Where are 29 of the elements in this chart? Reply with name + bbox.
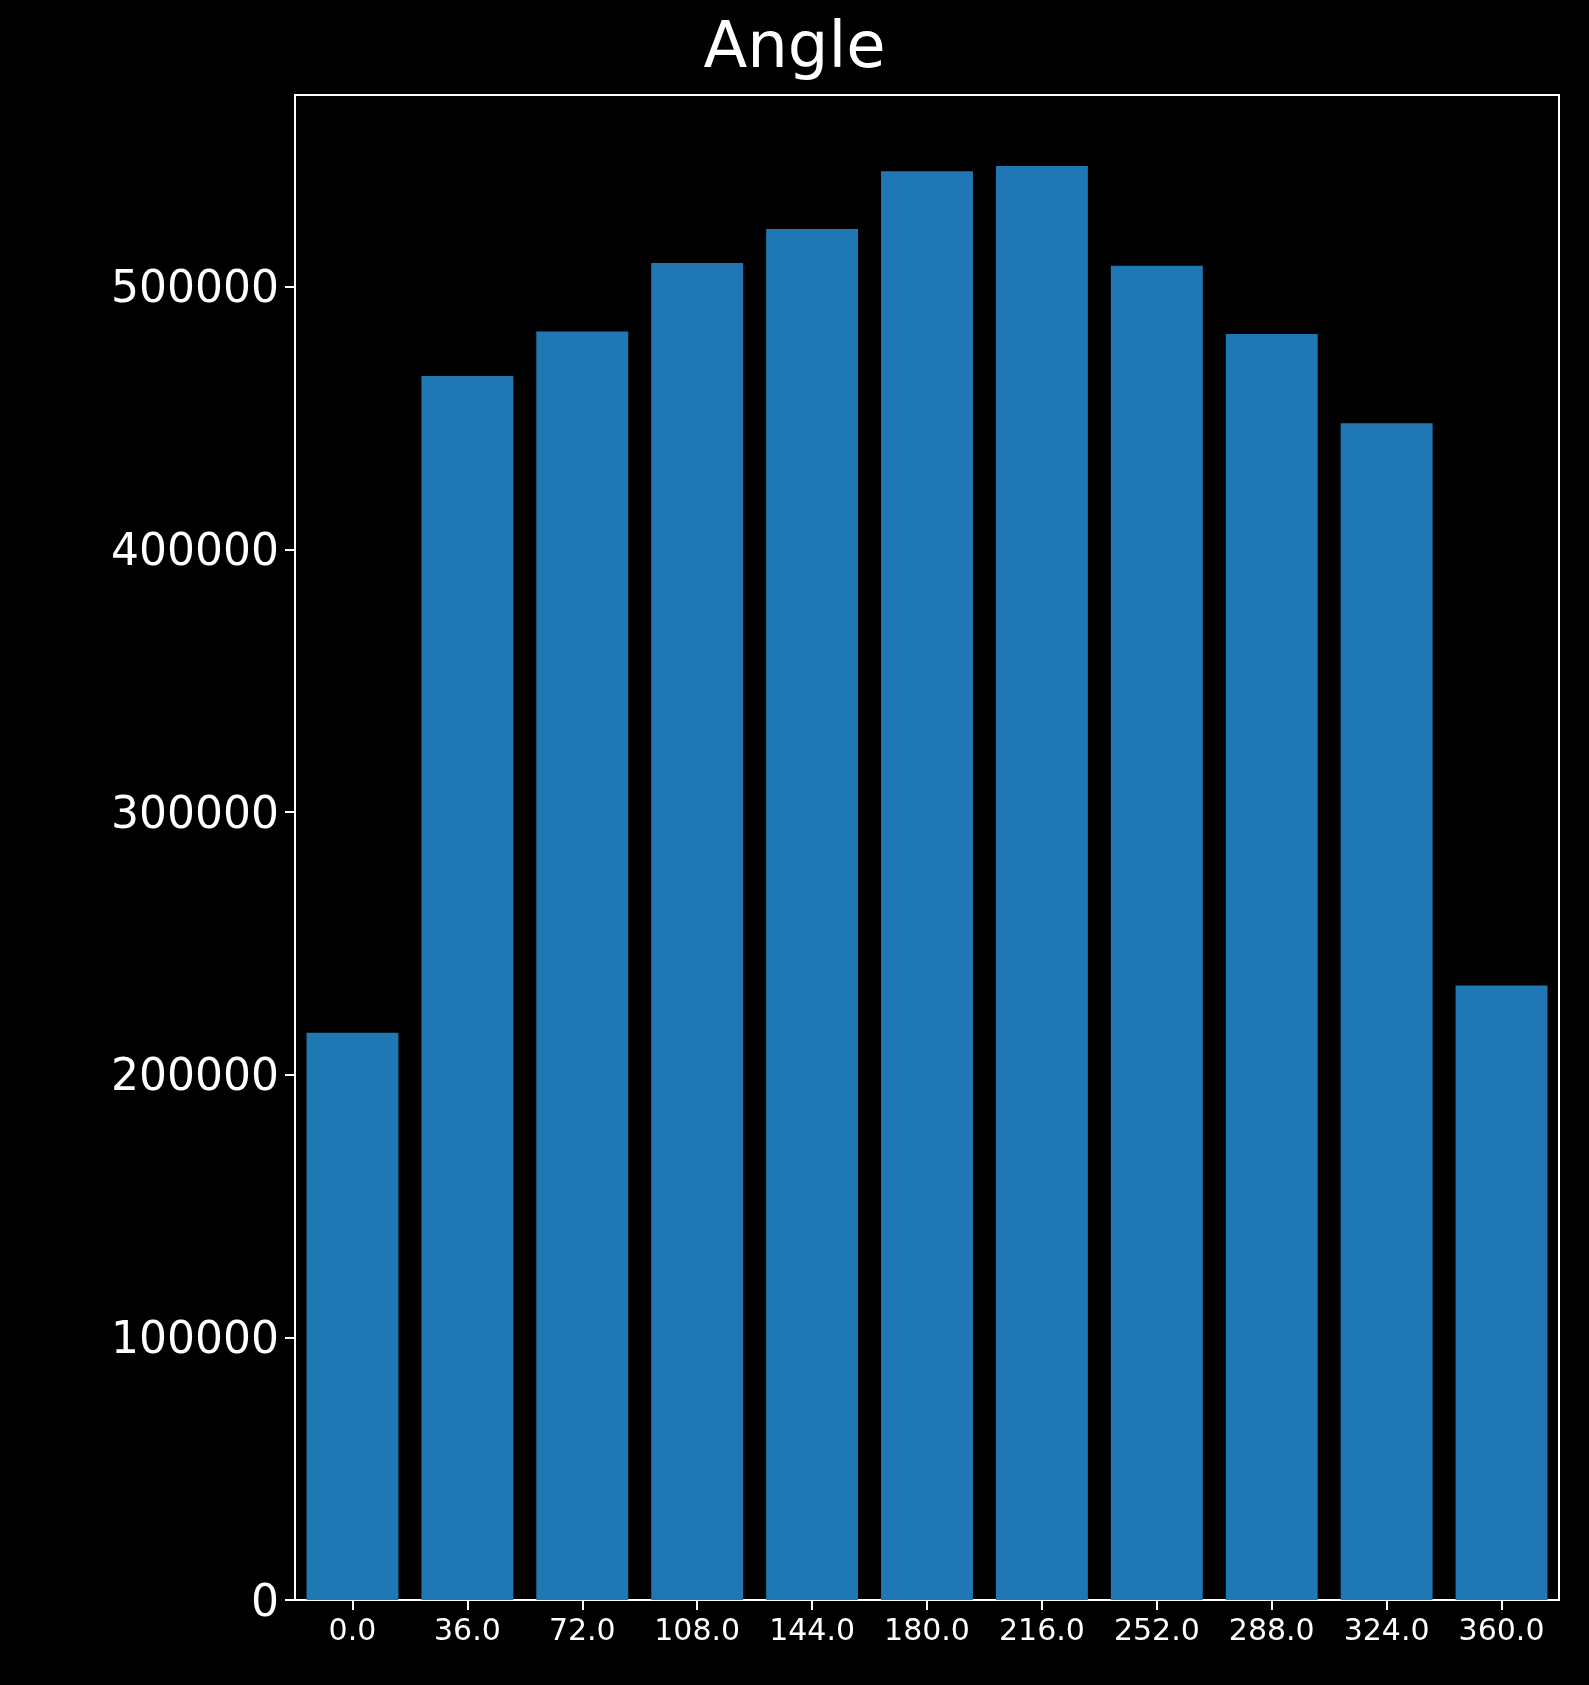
x-tick-label: 0.0 — [328, 1611, 377, 1647]
x-tick-label: 180.0 — [884, 1611, 970, 1647]
bar — [1340, 423, 1433, 1600]
x-tick-label: 252.0 — [1113, 1611, 1200, 1647]
bar — [421, 376, 514, 1600]
bar — [995, 165, 1088, 1600]
x-tick-label: 108.0 — [654, 1611, 741, 1647]
y-tick-label: 500000 — [111, 261, 279, 313]
bar — [1455, 985, 1548, 1600]
x-tick-label: 144.0 — [769, 1611, 856, 1647]
y-tick-label: 0 — [251, 1574, 279, 1626]
bar — [306, 1032, 399, 1600]
y-tick-label: 300000 — [111, 786, 279, 838]
y-tick-label: 100000 — [111, 1311, 279, 1363]
x-tick-label: 324.0 — [1343, 1611, 1430, 1647]
bar — [881, 171, 973, 1600]
bar — [536, 331, 629, 1600]
x-tick-label: 36.0 — [433, 1611, 501, 1647]
x-tick-label: 216.0 — [998, 1611, 1085, 1647]
bar — [766, 228, 859, 1600]
bar — [1225, 334, 1318, 1600]
y-tick-label: 200000 — [111, 1049, 279, 1101]
x-tick-label: 288.0 — [1228, 1611, 1315, 1647]
bar — [1110, 265, 1203, 1600]
y-tick-label: 400000 — [111, 523, 279, 575]
x-tick-label: 72.0 — [548, 1611, 616, 1647]
bar — [651, 263, 744, 1600]
x-tick-label: 360.0 — [1458, 1611, 1545, 1647]
chart-title: Angle — [703, 8, 886, 82]
